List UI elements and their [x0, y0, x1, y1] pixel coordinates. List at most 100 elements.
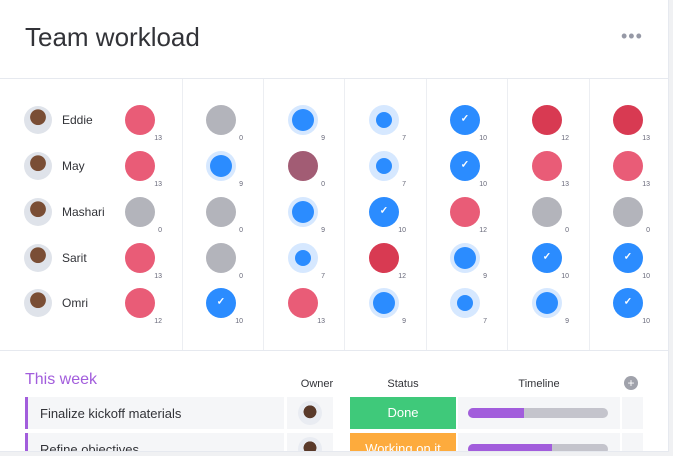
workload-dot — [532, 197, 562, 227]
column-header-owner[interactable]: Owner — [300, 378, 334, 390]
workload-count: 13 — [561, 181, 569, 188]
workload-count: 10 — [642, 318, 650, 325]
workload-cell[interactable]: 0 — [120, 192, 162, 234]
timeline-fill — [468, 408, 524, 418]
workload-dot — [376, 158, 392, 174]
workload-dot — [125, 151, 155, 181]
workload-cell[interactable]: 9 — [201, 146, 243, 188]
avatar — [24, 106, 52, 134]
workload-cell[interactable]: 9 — [445, 238, 487, 280]
status-label[interactable]: Done — [350, 397, 456, 429]
workload-cell[interactable]: 0 — [201, 192, 243, 234]
plus-circle-icon[interactable]: + — [624, 376, 638, 390]
person-row[interactable]: Eddie — [24, 105, 93, 135]
column-header-timeline[interactable]: Timeline — [518, 378, 560, 390]
workload-count: 12 — [154, 318, 162, 325]
workload-cell[interactable]: 12 — [120, 283, 162, 325]
workload-dot — [536, 292, 558, 314]
workload-cell[interactable]: ✓ 10 — [608, 283, 650, 325]
owner-cell[interactable] — [287, 397, 333, 429]
workload-cell[interactable]: 12 — [445, 192, 487, 234]
workload-count: 13 — [154, 181, 162, 188]
workload-cell[interactable]: 9 — [283, 100, 325, 142]
person-row[interactable]: Sarit — [24, 243, 87, 273]
workload-count: 12 — [561, 135, 569, 142]
workload-cell[interactable]: 0 — [608, 192, 650, 234]
workload-cell[interactable]: 0 — [201, 238, 243, 280]
check-icon: ✓ — [623, 251, 633, 263]
workload-dot — [206, 243, 236, 273]
workload-count: 9 — [565, 318, 569, 325]
workload-dot — [206, 288, 236, 318]
owner-cell[interactable] — [287, 433, 333, 451]
workload-dot — [288, 151, 318, 181]
person-name: Omri — [62, 296, 88, 310]
workload-cell[interactable]: 13 — [527, 146, 569, 188]
workload-cell[interactable]: 0 — [201, 100, 243, 142]
workload-cell[interactable]: ✓ 10 — [527, 238, 569, 280]
workload-count: 13 — [642, 181, 650, 188]
avatar — [24, 198, 52, 226]
workload-cell[interactable]: 13 — [120, 238, 162, 280]
workload-cell[interactable]: 0 — [283, 146, 325, 188]
workload-cell[interactable]: 9 — [364, 283, 406, 325]
workload-count: 12 — [398, 273, 406, 280]
timeline-cell[interactable] — [458, 397, 620, 429]
workload-count: 0 — [565, 227, 569, 234]
task-name[interactable]: Refine objectives — [25, 433, 284, 451]
workload-dot — [613, 197, 643, 227]
person-row[interactable]: May — [24, 151, 85, 181]
timeline-cell[interactable] — [458, 433, 620, 451]
check-icon: ✓ — [460, 159, 470, 171]
column-divider — [344, 79, 345, 350]
workload-count: 7 — [321, 273, 325, 280]
workload-cell[interactable]: 13 — [120, 100, 162, 142]
workload-cell[interactable]: 7 — [283, 238, 325, 280]
workload-count: 9 — [321, 135, 325, 142]
workload-cell[interactable]: 13 — [120, 146, 162, 188]
workload-cell[interactable]: 9 — [283, 192, 325, 234]
workload-dot — [125, 243, 155, 273]
workload-count: 9 — [402, 318, 406, 325]
workload-count: 0 — [646, 227, 650, 234]
workload-cell[interactable]: ✓ 10 — [364, 192, 406, 234]
avatar — [298, 437, 322, 451]
workload-cell[interactable]: ✓ 10 — [201, 283, 243, 325]
workload-count: 10 — [642, 273, 650, 280]
workload-cell[interactable]: 9 — [527, 283, 569, 325]
workload-cell[interactable]: 7 — [445, 283, 487, 325]
workload-cell[interactable]: 7 — [364, 100, 406, 142]
workload-cell[interactable]: ✓ 10 — [608, 238, 650, 280]
group-title[interactable]: This week — [25, 371, 98, 388]
empty-cell[interactable] — [622, 397, 643, 429]
workload-cell[interactable]: 13 — [608, 146, 650, 188]
workload-dot — [369, 243, 399, 273]
task-name[interactable]: Finalize kickoff materials — [25, 397, 284, 429]
person-row[interactable]: Omri — [24, 288, 88, 318]
workload-cell[interactable]: 0 — [527, 192, 569, 234]
avatar — [24, 244, 52, 272]
check-icon: ✓ — [542, 251, 552, 263]
workload-count: 0 — [239, 273, 243, 280]
status-label[interactable]: Working on it — [350, 433, 456, 451]
workload-cell[interactable]: 13 — [608, 100, 650, 142]
workload-count: 9 — [239, 181, 243, 188]
workload-dot — [532, 105, 562, 135]
workload-dot — [369, 197, 399, 227]
workload-cell[interactable]: ✓ 10 — [445, 146, 487, 188]
empty-cell[interactable] — [622, 433, 643, 451]
workload-cell[interactable]: 13 — [283, 283, 325, 325]
person-row[interactable]: Mashari — [24, 197, 105, 227]
workload-cell[interactable]: 7 — [364, 146, 406, 188]
workload-count: 10 — [479, 135, 487, 142]
workload-cell[interactable]: 12 — [364, 238, 406, 280]
more-horizontal-icon[interactable]: ••• — [621, 26, 643, 46]
workload-dot — [295, 250, 311, 266]
column-header-status[interactable]: Status — [387, 378, 419, 390]
person-name: May — [62, 159, 85, 173]
workload-count: 0 — [239, 135, 243, 142]
workload-cell[interactable]: ✓ 10 — [445, 100, 487, 142]
workload-cell[interactable]: 12 — [527, 100, 569, 142]
workload-count: 13 — [154, 135, 162, 142]
